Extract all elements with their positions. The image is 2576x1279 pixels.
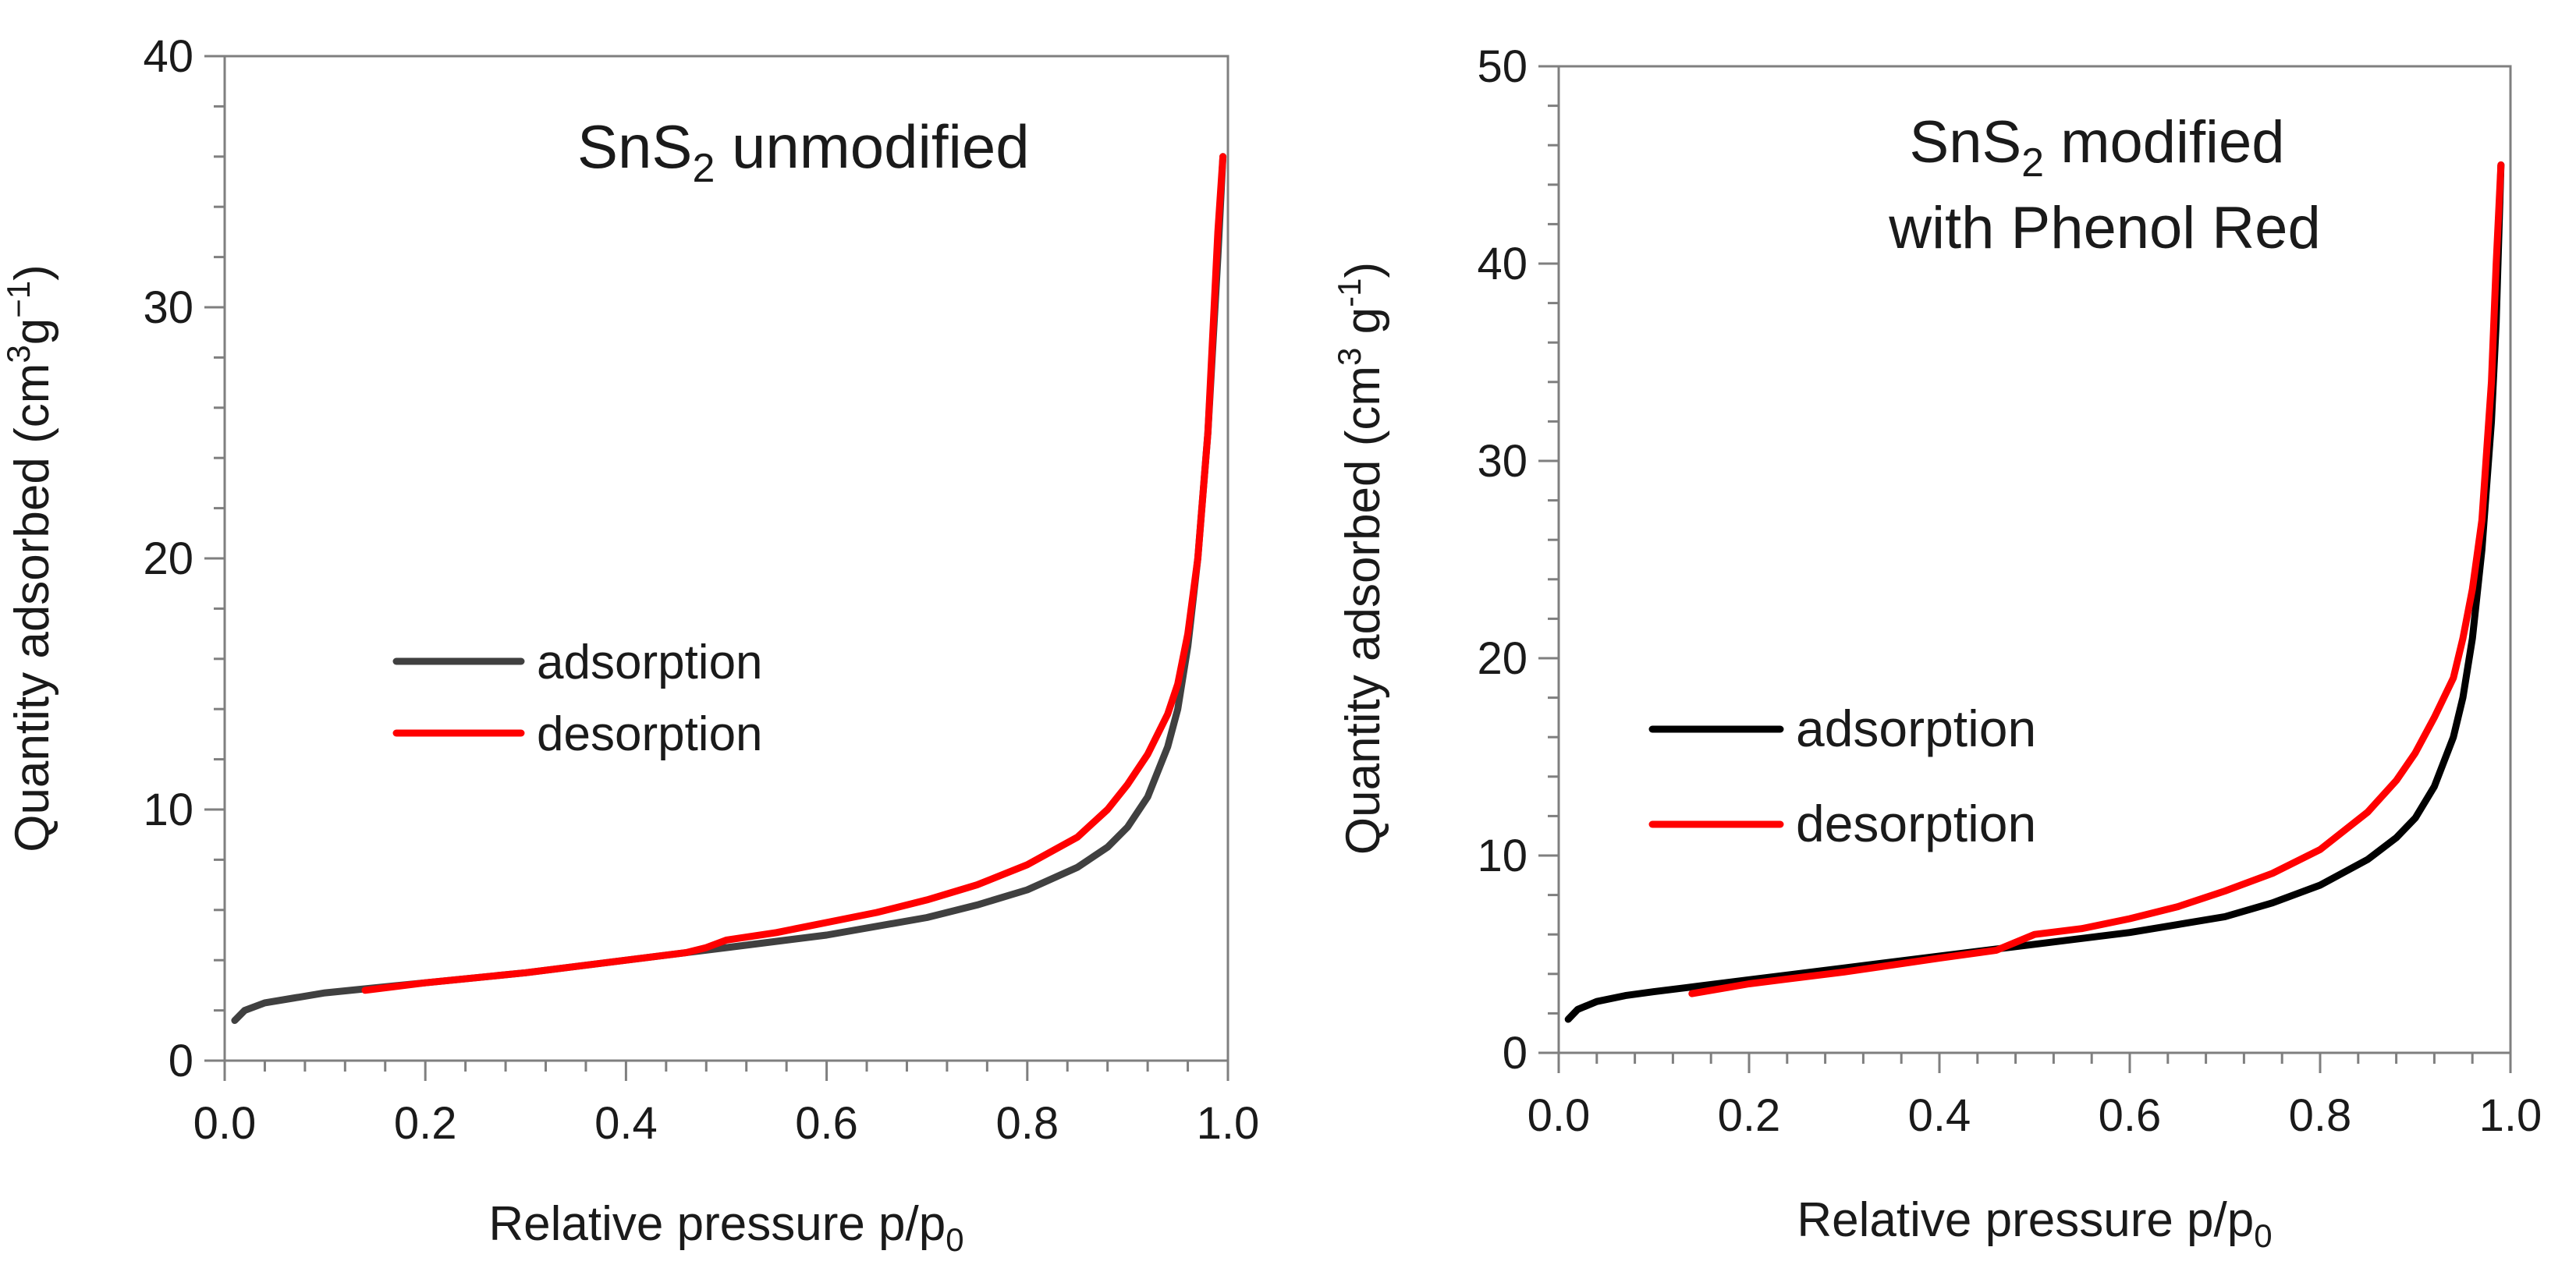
chart-title-rest: unmodified (715, 112, 1029, 181)
y-tick-label: 40 (1477, 239, 1528, 289)
x-tick-label: 0.0 (193, 1098, 257, 1149)
legend-label-adsorption: adsorption (537, 636, 763, 689)
legend-label-desorption: desorption (1796, 795, 2036, 852)
x-tick-label: 0.2 (1718, 1090, 1781, 1141)
x-axis-label: Relative pressure p/p0 (488, 1197, 963, 1258)
y-tick-label: 20 (1477, 633, 1528, 684)
legend-label-adsorption: adsorption (1796, 700, 2036, 757)
y-tick-label: 10 (143, 785, 193, 835)
y-tick-label: 10 (1477, 831, 1528, 881)
x-axis-label-subscript: 0 (2254, 1217, 2272, 1254)
y-tick-label: 30 (1477, 436, 1528, 487)
x-tick-label: 0.8 (995, 1098, 1059, 1149)
x-tick-label: 0.6 (2099, 1090, 2162, 1141)
y-axis-label-superscript: 3 (0, 345, 37, 363)
series-line-desorption (1688, 161, 2505, 997)
y-axis-label-superscript: -1 (1331, 278, 1368, 307)
y-axis-label: Quantity adsorbed (cm3g−1) (0, 264, 59, 852)
chart-title-rest: modified (2044, 109, 2284, 175)
x-tick-label: 0.8 (2289, 1090, 2352, 1141)
x-axis-label-subscript: 0 (946, 1221, 963, 1258)
x-tick-label: 0.6 (795, 1098, 858, 1149)
y-axis-label-superscript: 3 (1331, 348, 1368, 366)
x-axis-label-main: Relative pressure p/p (488, 1197, 946, 1251)
plot-frame (223, 55, 1229, 1062)
chart-title: SnS2 modified (1910, 109, 2285, 186)
chart-title-subscript: 2 (692, 146, 715, 191)
x-tick-label: 0.2 (394, 1098, 457, 1149)
x-tick-label: 0.4 (594, 1098, 658, 1149)
series-line-adsorption (1564, 161, 2505, 1023)
x-axis-label: Relative pressure p/p0 (1797, 1193, 2272, 1254)
x-tick-label: 1.0 (2479, 1090, 2542, 1141)
y-tick-label: 50 (1477, 41, 1528, 92)
chart-title-subscript: 2 (2021, 140, 2044, 186)
y-axis-label-unit: g (5, 318, 59, 345)
y-tick-label: 0 (169, 1036, 193, 1086)
series-line-desorption (361, 153, 1227, 994)
y-tick-label: 0 (1503, 1028, 1528, 1079)
x-tick-label: 0.4 (1908, 1090, 1971, 1141)
y-axis-label: Quantity adsorbed (cm3 g-1) (1331, 262, 1390, 855)
y-axis-label-superscript: −1 (0, 281, 37, 318)
x-tick-label: 0.0 (1528, 1090, 1591, 1141)
plot-frame (1557, 65, 2512, 1054)
x-tick-label: 1.0 (1197, 1098, 1260, 1149)
y-axis-label-main: Quantity adsorbed (cm (5, 363, 59, 852)
y-axis-label-unit: g (1336, 307, 1390, 348)
x-axis-label-main: Relative pressure p/p (1797, 1193, 2254, 1247)
legend-label-desorption: desorption (537, 707, 763, 761)
chart-title-main: SnS (1910, 109, 2022, 175)
chart-title-line2: with Phenol Red (1888, 195, 2320, 261)
y-axis-label-end: ) (1336, 262, 1390, 278)
y-tick-label: 30 (143, 282, 193, 333)
y-axis-label-main: Quantity adsorbed (cm (1336, 366, 1390, 855)
y-axis-label-end: ) (5, 264, 59, 281)
chart-title-main: SnS (577, 112, 692, 181)
chart-title: SnS2 unmodified (577, 112, 1030, 191)
y-tick-label: 40 (143, 31, 193, 82)
y-tick-label: 20 (143, 533, 193, 584)
series-line-adsorption (231, 153, 1227, 1024)
